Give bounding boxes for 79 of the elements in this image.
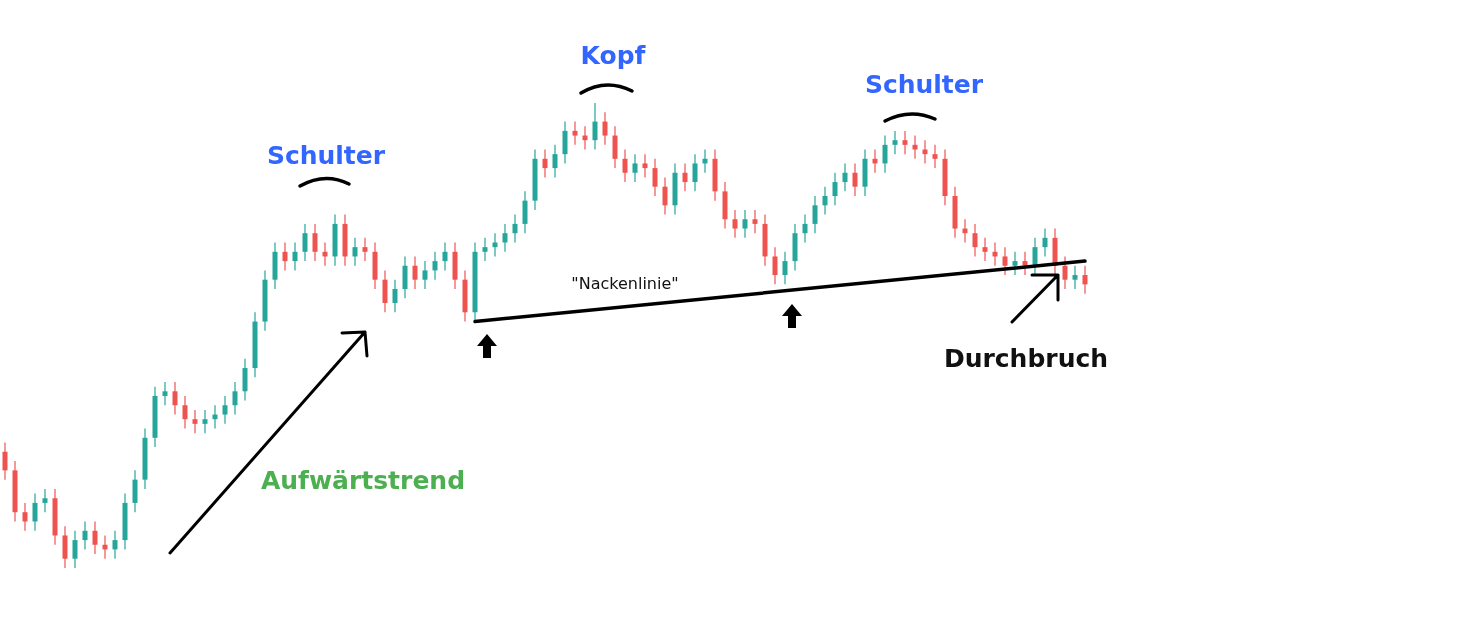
candlestick <box>172 381 178 416</box>
candlestick <box>882 134 888 174</box>
candlestick <box>182 395 188 430</box>
candlestick <box>1042 227 1048 258</box>
candlestick <box>392 279 398 313</box>
candlestick <box>112 530 118 560</box>
text: Kopf <box>580 41 647 70</box>
candlestick <box>572 121 578 146</box>
candlestick <box>1082 265 1088 295</box>
candlestick <box>42 488 48 513</box>
candlestick <box>22 502 28 532</box>
candlestick <box>972 223 978 258</box>
candlestick <box>802 214 808 244</box>
candlestick <box>732 209 738 239</box>
candlestick <box>432 251 438 281</box>
candlestick <box>192 409 198 434</box>
candlestick <box>242 358 248 402</box>
candlestick <box>902 130 908 155</box>
candlestick <box>302 223 308 262</box>
candlestick <box>482 237 488 262</box>
candlestick <box>82 520 88 550</box>
candlestick <box>512 214 518 244</box>
candlestick <box>852 162 858 197</box>
candlestick <box>632 153 638 183</box>
candlestick <box>442 241 448 271</box>
candlestick <box>692 153 698 192</box>
candlestick <box>642 153 648 178</box>
candlestick <box>312 223 318 262</box>
annotation: Schulter <box>266 141 386 170</box>
candlestick <box>832 172 838 206</box>
candlestick <box>362 237 368 262</box>
candlestick <box>1002 246 1008 276</box>
candlestick <box>132 469 138 513</box>
candlestick <box>552 144 558 178</box>
candlestick <box>412 255 418 290</box>
text: Schulter <box>864 70 984 99</box>
candlestick <box>602 111 608 146</box>
candlestick <box>222 395 228 425</box>
candlestick <box>652 158 658 197</box>
candlestick <box>592 102 598 151</box>
candlestick <box>32 493 38 532</box>
candlestick <box>162 381 168 406</box>
candlestick <box>842 162 848 192</box>
candlestick <box>282 241 288 271</box>
candlestick <box>502 223 508 253</box>
candlestick <box>522 190 528 234</box>
candlestick <box>202 409 208 434</box>
candlestick <box>1032 237 1038 276</box>
annotation: Durchbruch <box>943 344 1109 373</box>
candlestick <box>772 246 778 285</box>
candlestick <box>742 209 748 239</box>
candlestick <box>2 441 8 481</box>
candlestick <box>542 148 548 178</box>
annotation: "Nackenlinie" <box>571 274 679 293</box>
candlestick <box>62 525 68 569</box>
candlestick <box>932 144 938 169</box>
candlestick <box>292 241 298 271</box>
candlestick <box>752 209 758 234</box>
candlestick <box>782 251 788 285</box>
candlestick <box>562 121 568 165</box>
candlestick <box>1062 255 1068 290</box>
candlestick <box>682 162 688 192</box>
candlestick <box>382 269 388 313</box>
candlestick <box>72 530 78 569</box>
candlestick <box>812 195 818 234</box>
candlestick <box>892 130 898 155</box>
candlestick <box>982 237 988 262</box>
candlestick <box>662 176 668 216</box>
candlestick <box>1072 265 1078 290</box>
candlestick <box>612 125 618 169</box>
candlestick <box>422 260 428 290</box>
candlestick <box>402 255 408 299</box>
candlestick <box>622 148 628 183</box>
candlestick <box>352 237 358 267</box>
candlestick <box>92 520 98 555</box>
candlestick <box>912 134 918 160</box>
candlestick <box>232 381 238 416</box>
candlestick <box>822 186 828 216</box>
annotation: Aufwärtstrend <box>260 466 466 495</box>
